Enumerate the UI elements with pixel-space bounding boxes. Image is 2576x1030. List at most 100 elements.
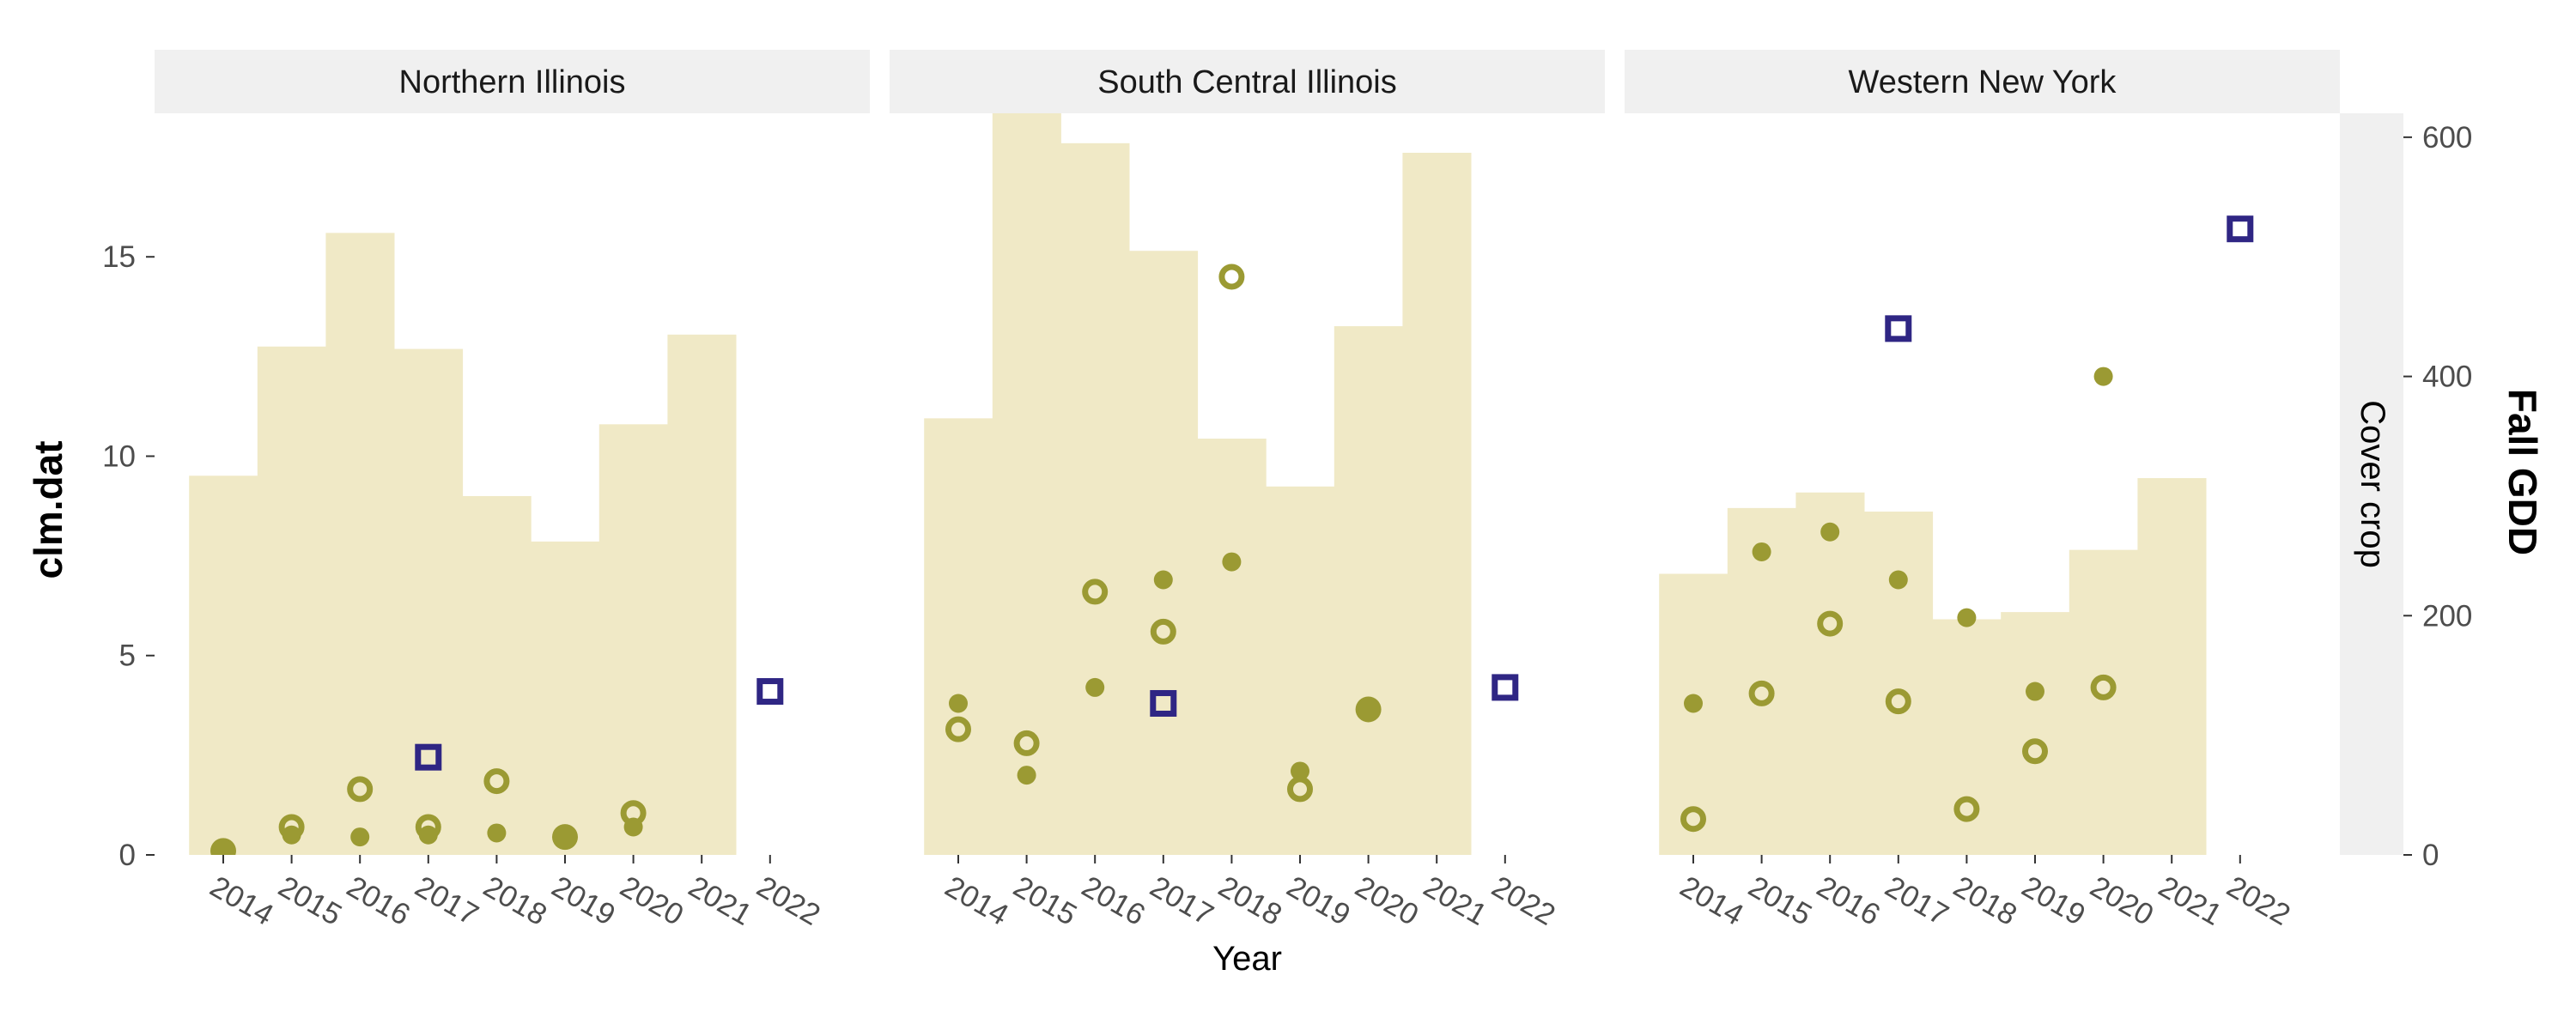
data-point-filled: [2093, 367, 2113, 386]
gdd-bar: [1334, 326, 1403, 855]
cover-crop-strip: Cover crop: [2340, 113, 2403, 855]
gdd-bar: [325, 233, 395, 855]
data-point-filled: [350, 827, 370, 847]
panels-group: Northern Illinois20142015201620172018201…: [155, 50, 2340, 932]
x-tick-label: 2016: [341, 869, 416, 932]
x-tick-label: 2022: [2221, 869, 2296, 932]
gdd-bar: [1659, 573, 1728, 855]
x-tick-label: 2016: [1076, 869, 1151, 932]
gdd-bar: [2001, 612, 2070, 855]
facet-strip: [1625, 50, 2340, 113]
data-point-filled: [1153, 570, 1173, 590]
x-tick-label: 2020: [1350, 869, 1425, 932]
right-y-tick-label: 200: [2422, 599, 2472, 633]
data-point-filled: [210, 838, 236, 855]
x-tick-label: 2014: [939, 869, 1014, 932]
right-y-axis: 0 200 400 600: [2403, 121, 2472, 872]
data-point-filled: [1957, 608, 1977, 627]
data-point-filled: [1085, 677, 1105, 697]
x-axis-title: Year: [1212, 940, 1282, 978]
x-tick-label: 2014: [1674, 869, 1749, 932]
plot-area: [924, 113, 1519, 855]
gdd-bar: [1266, 486, 1335, 855]
x-tick-label: 2018: [1212, 869, 1287, 932]
y-tick-label: 15: [102, 240, 136, 274]
data-point-filled: [487, 823, 507, 843]
data-point-square: [2227, 215, 2254, 243]
data-point-square: [1492, 674, 1519, 701]
plot-area: [1659, 215, 2254, 855]
left-y-axis: 0 5 10 15: [102, 240, 155, 872]
data-point-ring: [1885, 688, 1911, 715]
plot-area: [189, 233, 784, 855]
gdd-bar: [924, 418, 993, 855]
data-point-ring: [1817, 610, 1844, 637]
x-tick-label: 2021: [1418, 869, 1492, 932]
data-point-square: [1885, 315, 1912, 342]
data-point-filled: [552, 824, 578, 851]
data-point-ring: [945, 716, 971, 742]
data-point-ring: [1082, 579, 1109, 605]
x-tick-label: 2020: [2085, 869, 2160, 932]
data-point-filled: [1820, 522, 1840, 542]
cover-crop-strip-label: Cover crop: [2354, 400, 2391, 568]
x-tick-label: 2020: [615, 869, 690, 932]
data-point-filled: [1752, 542, 1771, 561]
data-point-ring: [347, 776, 374, 803]
data-point-filled: [418, 825, 438, 845]
data-point-filled: [2026, 682, 2044, 701]
right-y-tick-label: 600: [2422, 121, 2472, 154]
x-tick-label: 2017: [1880, 869, 1954, 932]
data-point-filled: [282, 825, 301, 845]
cover-crop-strip-background: [2340, 113, 2403, 855]
x-tick-label: 2015: [273, 869, 348, 932]
gdd-bar: [1129, 251, 1199, 855]
data-point-ring: [1748, 680, 1775, 706]
gdd-bar: [1060, 142, 1130, 855]
x-tick-label: 2017: [1145, 869, 1219, 932]
facet-title: Western New York: [1849, 64, 2117, 100]
x-tick-label: 2014: [204, 869, 279, 932]
x-tick-label: 2017: [410, 869, 484, 932]
gdd-bar: [1795, 492, 1865, 855]
data-point-ring: [2090, 674, 2117, 700]
gdd-bar: [462, 495, 532, 855]
data-point-filled: [623, 817, 643, 837]
x-tick-label: 2018: [477, 869, 552, 932]
gdd-bar: [992, 113, 1061, 855]
gdd-bar: [394, 348, 464, 855]
x-tick-label: 2021: [2153, 869, 2227, 932]
x-tick-label: 2019: [546, 869, 621, 932]
data-point-ring: [1953, 796, 1980, 822]
y-tick-label: 10: [102, 439, 136, 473]
data-point-ring: [1680, 806, 1706, 833]
x-tick-label: 2015: [1008, 869, 1083, 932]
data-point-filled: [1291, 761, 1309, 781]
right-y-tick-label: 400: [2422, 360, 2472, 394]
gdd-bar: [189, 476, 258, 855]
right-y-axis-title: Fall GDD: [2500, 389, 2545, 555]
gdd-bar: [1864, 512, 1934, 855]
gdd-bar: [1402, 152, 1472, 855]
gdd-bar: [2069, 549, 2138, 855]
x-tick-label: 2022: [751, 869, 826, 932]
gdd-bar: [257, 346, 326, 855]
data-point-filled: [1017, 766, 1036, 785]
data-point-ring: [1287, 776, 1313, 803]
data-point-ring: [1150, 618, 1176, 645]
data-point-ring: [483, 768, 510, 795]
data-point-filled: [1355, 696, 1382, 723]
x-tick-label: 2022: [1486, 869, 1561, 932]
facet-panel: Northern Illinois 20142015201620172018201…: [155, 50, 870, 932]
data-point-filled: [1222, 552, 1242, 572]
gdd-bar: [667, 334, 737, 855]
data-point-square: [415, 743, 442, 771]
x-tick-label: 2019: [2016, 869, 2091, 932]
gdd-bar: [1197, 439, 1267, 855]
gdd-bar: [598, 424, 668, 855]
facet-strip: [890, 50, 1605, 113]
data-point-square: [1150, 689, 1177, 717]
gdd-bar: [2137, 478, 2207, 855]
facet-title: Northern Illinois: [399, 64, 626, 100]
